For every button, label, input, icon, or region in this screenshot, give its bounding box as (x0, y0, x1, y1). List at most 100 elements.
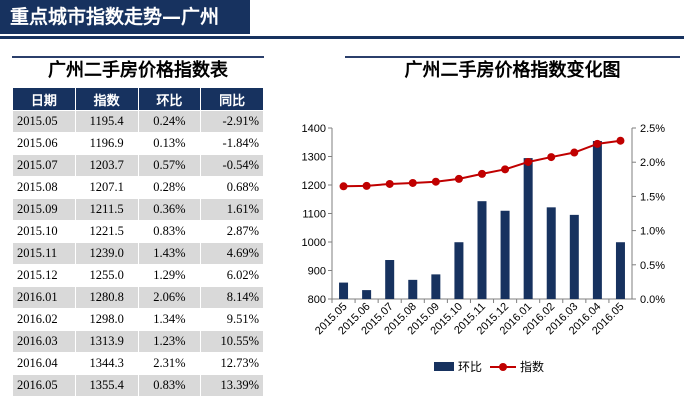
cell-date: 2015.05 (12, 110, 76, 133)
cell-yoy: 13.39% (200, 374, 264, 397)
table-row: 2016.04 1344.3 2.31% 12.73% (12, 352, 264, 375)
index-point (339, 182, 348, 191)
cell-index: 1298.0 (74, 308, 139, 331)
cell-index: 1255.0 (74, 264, 139, 287)
left-tick-label: 1000 (302, 237, 326, 249)
column-header-mom: 环比 (137, 87, 202, 111)
index-point (593, 139, 602, 148)
left-tick-label: 1300 (302, 152, 326, 164)
column-header-date: 日期 (12, 87, 76, 111)
bar-mom (339, 282, 349, 299)
table-row: 2015.11 1239.0 1.43% 4.69% (12, 242, 264, 265)
cell-index: 1196.9 (74, 132, 139, 155)
data-table: 日期 指数 环比 同比 2015.05 1195.4 0.24% -2.91% 2015… (12, 87, 264, 397)
bar-mom (592, 140, 602, 299)
right-tick-label: 1.0% (640, 226, 665, 238)
cell-yoy: -1.84% (200, 132, 264, 155)
table-row: 2015.08 1207.1 0.28% 0.68% (12, 176, 264, 199)
cell-mom: 0.83% (137, 220, 202, 243)
cell-yoy: 8.14% (200, 286, 264, 309)
index-point (408, 178, 417, 187)
column-header-index: 指数 (74, 87, 139, 111)
bar-mom (454, 242, 464, 299)
bar-mom (546, 207, 556, 299)
bar-mom (569, 214, 579, 299)
cell-mom: 2.06% (137, 286, 202, 309)
cell-yoy: 10.55% (200, 330, 264, 353)
index-point (385, 179, 394, 188)
cell-yoy: -2.91% (200, 110, 264, 133)
page-title: 重点城市指数走势—广州 (10, 6, 220, 28)
cell-date: 2015.07 (12, 154, 76, 177)
index-change-chart: 800 900 1000 1100 1200 1300 1400 0.0% 0.5% 1.0% 1.… (302, 123, 666, 374)
index-point (501, 165, 510, 174)
bar-mom (385, 260, 395, 299)
cell-mom: 0.57% (137, 154, 202, 177)
cell-mom: 0.13% (137, 132, 202, 155)
bar-mom (408, 279, 418, 299)
cell-date: 2016.01 (12, 286, 76, 309)
index-point (454, 174, 463, 183)
table-row: 2016.03 1313.9 1.23% 10.55% (12, 330, 264, 353)
left-tick-label: 1200 (302, 180, 326, 192)
table-row: 2016.05 1355.4 0.83% 13.39% (12, 374, 264, 397)
bar-mom (523, 158, 533, 299)
left-tick-label: 800 (308, 294, 326, 306)
cell-yoy: -0.54% (200, 154, 264, 177)
index-point (616, 136, 625, 145)
cell-mom: 0.36% (137, 198, 202, 221)
cell-date: 2015.06 (12, 132, 76, 155)
cell-mom: 0.24% (137, 110, 202, 133)
header-divider (0, 36, 684, 39)
table-row: 2015.09 1211.5 0.36% 1.61% (12, 198, 264, 221)
cell-index: 1280.8 (74, 286, 139, 309)
column-header-yoy: 同比 (200, 87, 264, 111)
table-row: 2015.05 1195.4 0.24% -2.91% (12, 110, 264, 133)
cell-yoy: 2.87% (200, 220, 264, 243)
cell-date: 2015.11 (12, 242, 76, 265)
chart-title: 广州二手房价格指数变化图 (345, 56, 680, 84)
right-tick-label: 0.0% (640, 294, 665, 306)
bar-mom (362, 290, 372, 299)
cell-mom: 0.28% (137, 176, 202, 199)
cell-mom: 1.29% (137, 264, 202, 287)
legend-label-index: 指数 (520, 359, 544, 374)
cell-yoy: 1.61% (200, 198, 264, 221)
legend-point-swatch (499, 363, 507, 371)
left-tick-label: 1100 (302, 209, 326, 221)
index-line (343, 139, 621, 188)
table-row: 2015.06 1196.9 0.13% -1.84% (12, 132, 264, 155)
cell-index: 1344.3 (74, 352, 139, 375)
cell-index: 1195.4 (74, 110, 139, 133)
cell-index: 1207.1 (74, 176, 139, 199)
cell-yoy: 9.51% (200, 308, 264, 331)
bar-mom (500, 210, 510, 299)
cell-date: 2016.05 (12, 374, 76, 397)
right-tick-label: 2.5% (640, 123, 665, 135)
index-point (570, 148, 579, 157)
right-tick-label: 2.0% (640, 157, 665, 169)
right-tick-label: 1.5% (640, 191, 665, 203)
cell-date: 2016.03 (12, 330, 76, 353)
cell-date: 2015.12 (12, 264, 76, 287)
page-header: 重点城市指数走势—广州 (0, 0, 250, 34)
bar-mom (615, 242, 625, 299)
cell-index: 1211.5 (74, 198, 139, 221)
legend-label-mom: 环比 (458, 360, 482, 374)
cell-date: 2015.10 (12, 220, 76, 243)
table-row: 2015.07 1203.7 0.57% -0.54% (12, 154, 264, 177)
price-index-table: 日期 指数 环比 同比 2015.05 1195.4 0.24% -2.91% 2015… (12, 87, 264, 397)
cell-mom: 0.83% (137, 374, 202, 397)
table-row: 2015.10 1221.5 0.83% 2.87% (12, 220, 264, 243)
cell-mom: 1.43% (137, 242, 202, 265)
index-point (431, 177, 440, 186)
cell-date: 2015.08 (12, 176, 76, 199)
cell-index: 1221.5 (74, 220, 139, 243)
cell-index: 1355.4 (74, 374, 139, 397)
cell-mom: 1.34% (137, 308, 202, 331)
table-row: 2016.02 1298.0 1.34% 9.51% (12, 308, 264, 331)
bar-mom (431, 274, 441, 299)
left-tick-label: 900 (308, 266, 326, 278)
table-row: 2015.12 1255.0 1.29% 6.02% (12, 264, 264, 287)
table-row: 2016.01 1280.8 2.06% 8.14% (12, 286, 264, 309)
